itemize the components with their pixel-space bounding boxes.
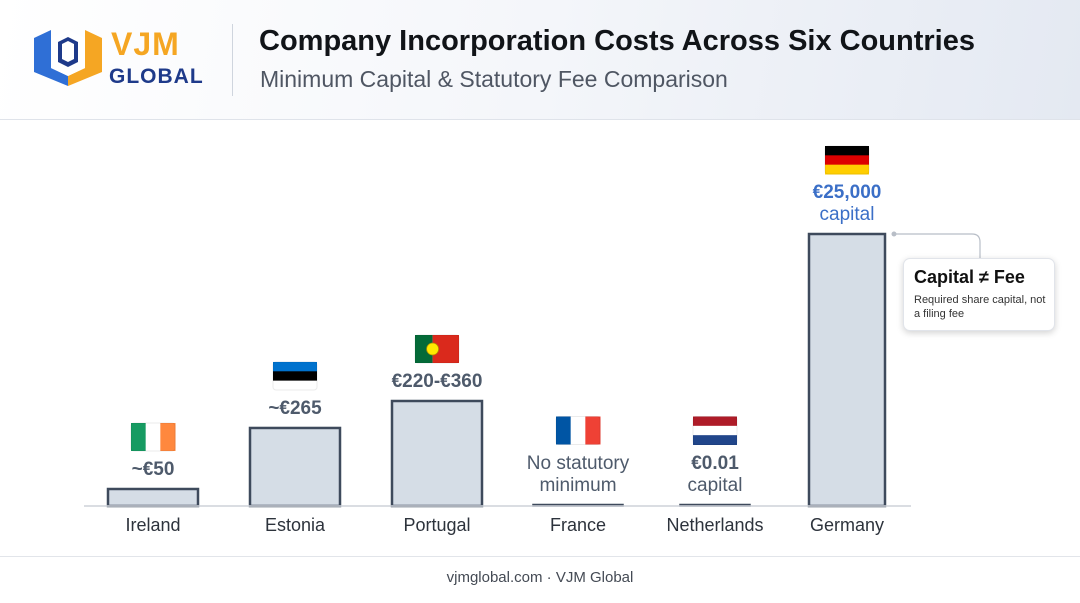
vjm-logo (34, 28, 102, 91)
value-label-sub: capital (687, 474, 743, 496)
category-label-france: France (549, 515, 607, 535)
bar-estonia (248, 426, 342, 508)
callout-connector-drop (971, 233, 981, 258)
estonia-flag (272, 361, 318, 391)
portugal-flag (414, 334, 460, 364)
page-title: Company Incorporation Costs Across Six C… (259, 25, 975, 57)
value-label-netherlands: €0.01 capital (635, 453, 795, 497)
value-label-main: €0.01 (691, 452, 739, 474)
category-label-estonia: Estonia (264, 515, 326, 535)
category-label-portugal: Portugal (403, 515, 471, 535)
value-label-main: ~€265 (268, 397, 322, 419)
value-label-main: €220-€360 (391, 371, 483, 392)
bar-netherlands (679, 503, 751, 507)
netherlands-flag (692, 416, 738, 445)
category-label-germany: Germany (809, 515, 885, 535)
value-label-portugal: €220-€360 (357, 371, 517, 393)
germany-flag (824, 145, 870, 175)
capital-fee-callout: Capital ≠ Fee Required share capital, no… (903, 258, 1055, 331)
value-label-estonia: ~€265 (215, 398, 375, 420)
value-label-ireland: ~€50 (73, 459, 233, 481)
value-label-main: ~€50 (131, 459, 175, 480)
brand-name-top: VJM (111, 26, 180, 62)
brand-name-bottom: GLOBAL (109, 65, 204, 88)
callout-title: Capital ≠ Fee (914, 267, 1025, 287)
header: VJM GLOBAL Company Incorporation Costs A… (0, 0, 1080, 120)
value-label-france: No statutory minimum (498, 453, 658, 497)
footer-divider (0, 556, 1080, 557)
page-subtitle: Minimum Capital & Statutory Fee Comparis… (260, 66, 728, 92)
ireland-flag (130, 422, 176, 452)
value-label-main: No statutory (526, 452, 630, 474)
callout-anchor-dot (891, 231, 897, 237)
bar-ireland (106, 487, 200, 508)
bar-germany (807, 232, 887, 508)
header-divider (232, 24, 233, 96)
footer-text: vjmglobal.com · VJM Global (446, 569, 634, 586)
value-label-main: €25,000 (812, 182, 882, 203)
callout-text: Required share capital, not a filing fee (914, 294, 1046, 320)
value-label-sub: capital (819, 204, 875, 225)
category-label-netherlands: Netherlands (666, 515, 764, 535)
bar-france (532, 503, 624, 507)
bar-portugal (390, 399, 484, 508)
value-label-sub: minimum (539, 474, 617, 496)
france-flag (555, 416, 601, 445)
category-label-ireland: Ireland (125, 515, 181, 535)
value-label-germany: €25,000 capital (767, 182, 927, 226)
